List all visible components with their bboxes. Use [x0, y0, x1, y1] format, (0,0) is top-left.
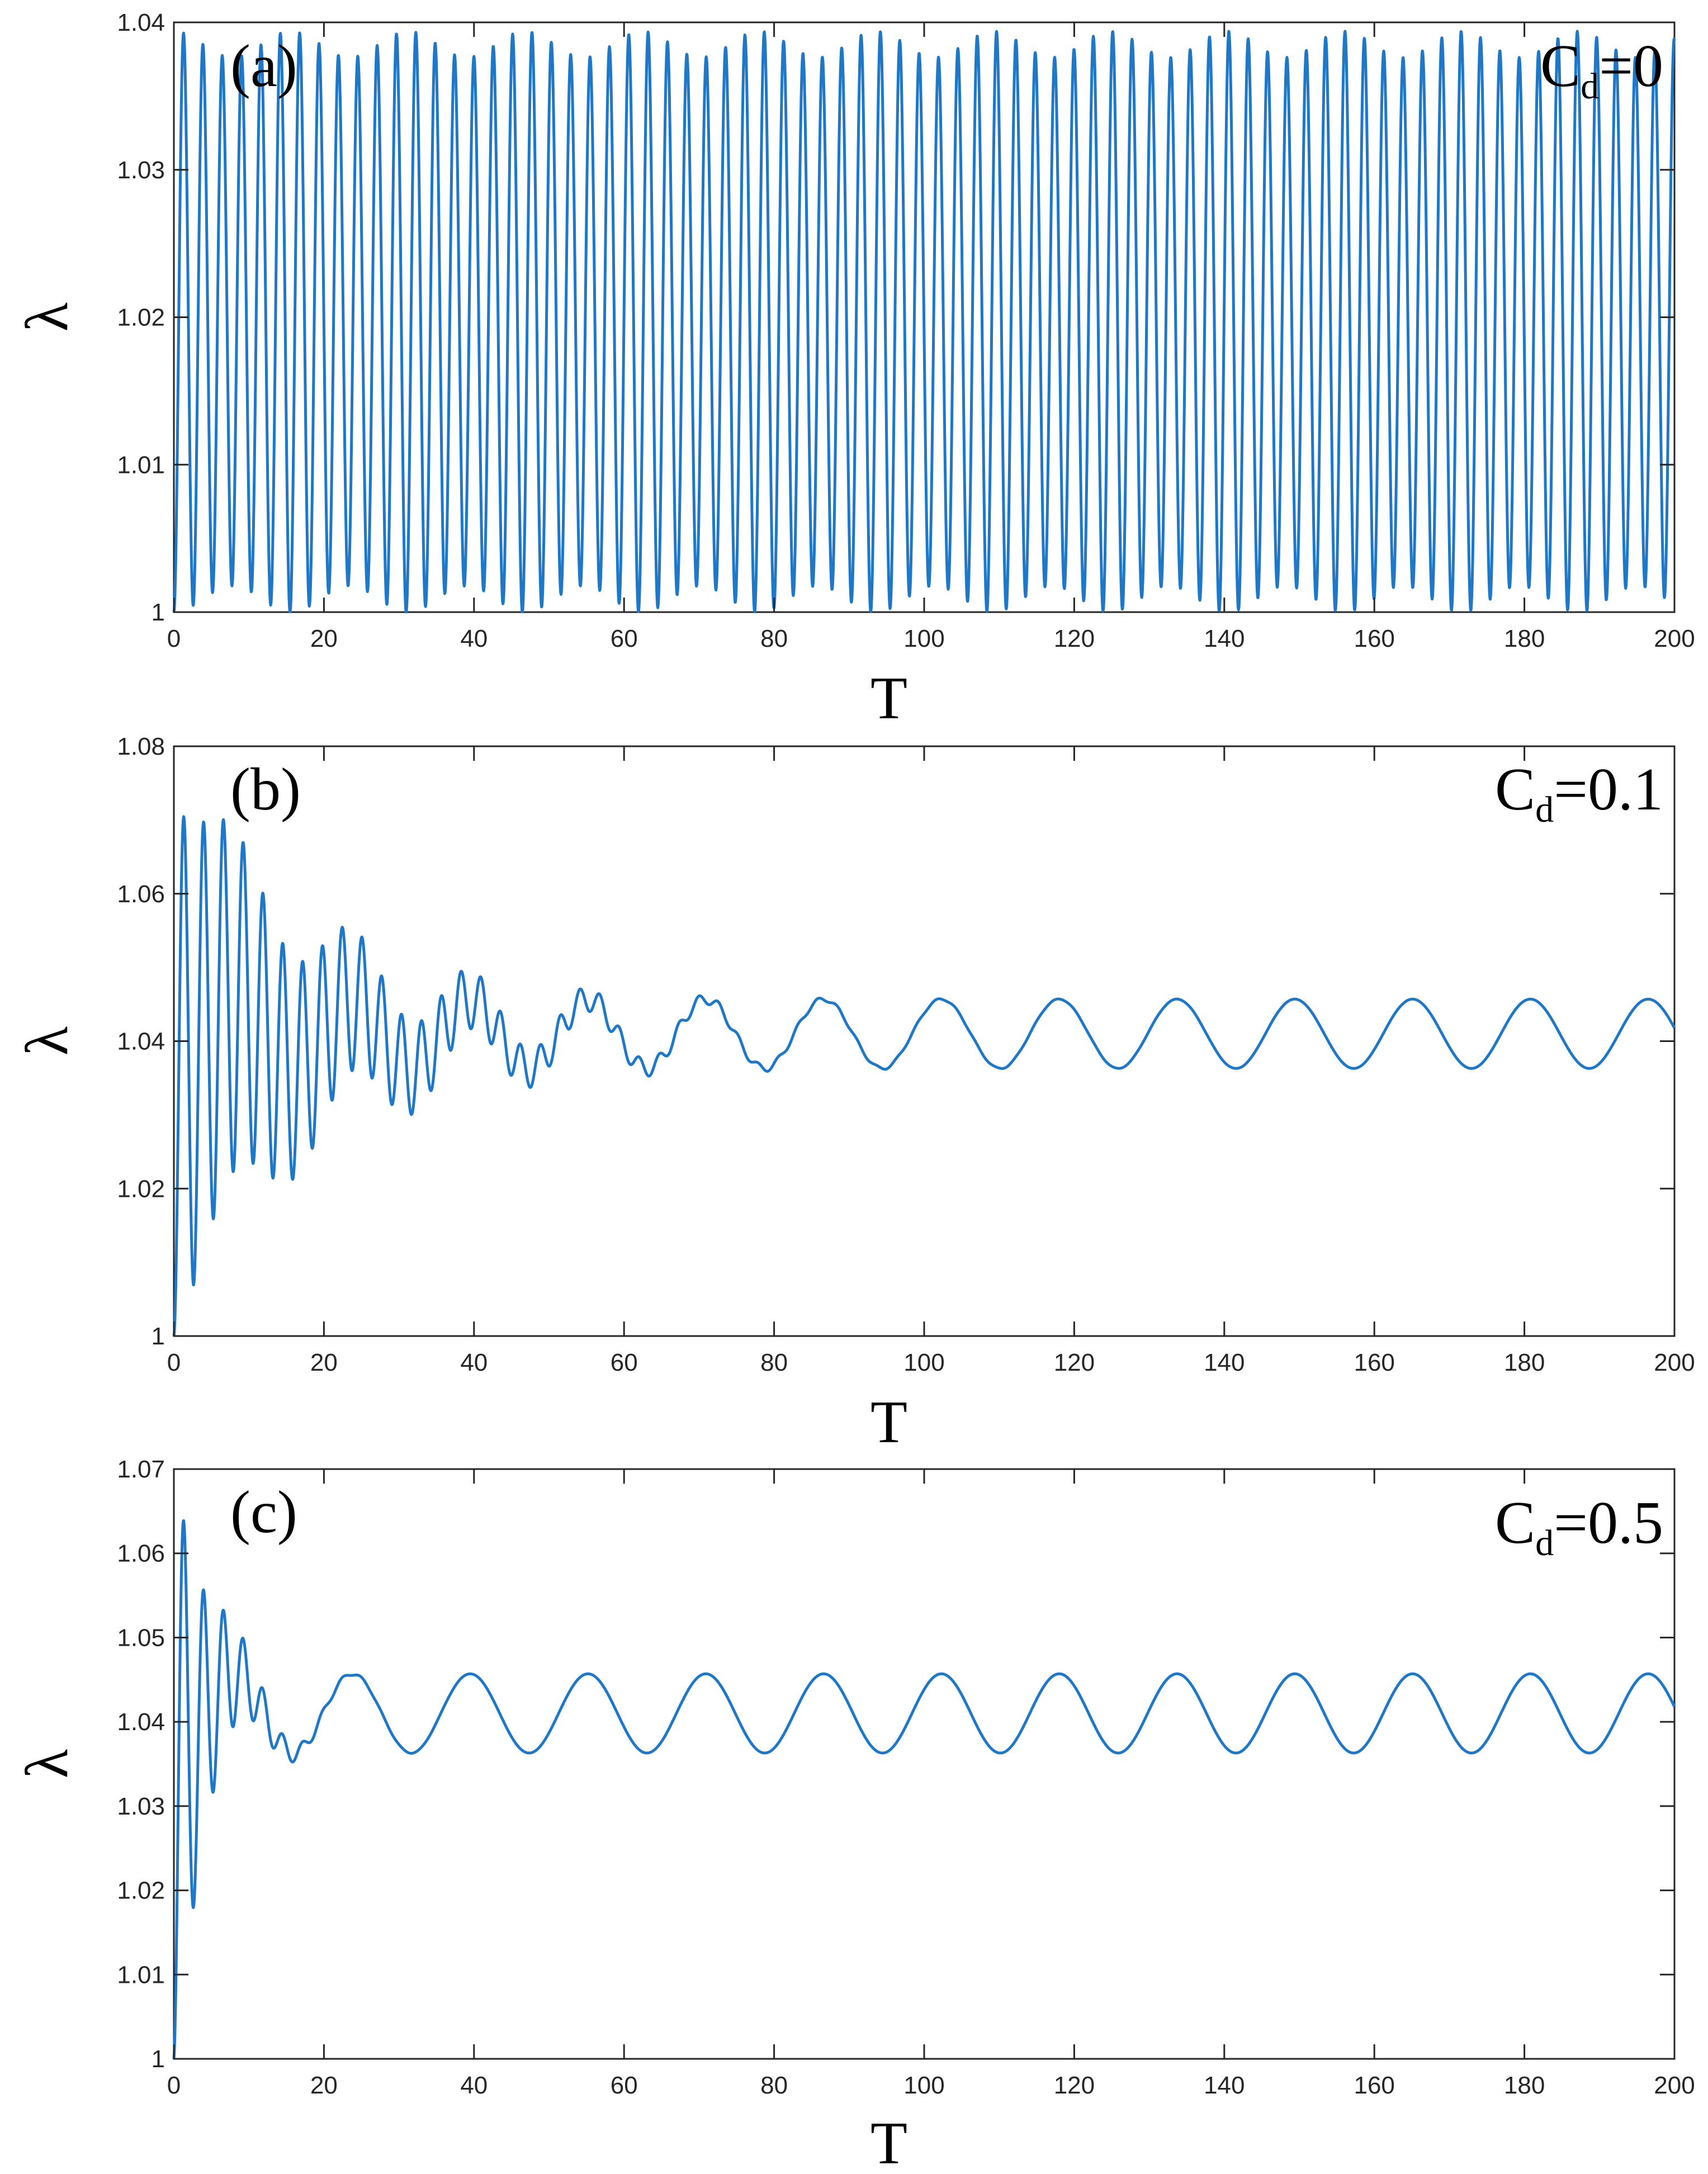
x-tick-label-c: 20 — [310, 2072, 338, 2099]
cd-rest-b: =0.1 — [1554, 756, 1663, 823]
x-tick-label-a: 0 — [167, 625, 181, 652]
x-tick-label-a: 140 — [1204, 625, 1245, 652]
panel-tag-c: (c) — [230, 1479, 297, 1546]
panel-b: 0 20 40 60 80 100 120 140 160 180 200 1 1.02 1.04 1.0… — [14, 733, 1695, 1456]
y-ticks-a: 1 1.01 1.02 1.03 1.04 — [117, 9, 1674, 626]
x-tick-label-c: 100 — [903, 2072, 944, 2099]
x-tick-label-c: 80 — [760, 2072, 788, 2099]
data-line-a — [172, 30, 1676, 614]
y-tick-label-c: 1.05 — [117, 1624, 165, 1651]
y-tick-label-c: 1.06 — [117, 1540, 165, 1567]
y-axis-label-b: λ — [14, 1026, 81, 1055]
x-ticks-b: 0 20 40 60 80 100 120 140 160 180 200 — [167, 746, 1695, 1376]
x-tick-label-b: 140 — [1204, 1349, 1245, 1376]
y-axis-label-c: λ — [14, 1749, 81, 1778]
x-tick-label-c: 200 — [1654, 2072, 1695, 2099]
y-tick-label-b: 1.08 — [117, 733, 165, 760]
y-tick-label-a: 1 — [152, 599, 165, 626]
x-tick-label-c: 140 — [1204, 2072, 1245, 2099]
x-tick-label-c: 60 — [611, 2072, 638, 2099]
x-tick-label-a: 200 — [1654, 625, 1695, 652]
x-tick-label-a: 60 — [611, 625, 638, 652]
cd-main-b: C — [1495, 756, 1535, 823]
x-axis-label-b: T — [870, 1389, 907, 1456]
x-ticks-c: 0 20 40 60 80 100 120 140 160 180 200 — [167, 1469, 1695, 2099]
y-ticks-c: 1 1.01 1.02 1.03 1.04 1.05 1.06 1.07 — [117, 1456, 1674, 2073]
y-tick-label-b: 1.06 — [117, 880, 165, 908]
x-tick-label-b: 120 — [1054, 1349, 1095, 1376]
cd-rest-c: =0.5 — [1554, 1490, 1663, 1556]
y-tick-label-c: 1.02 — [117, 1877, 165, 1905]
y-tick-label-a: 1.01 — [117, 451, 165, 479]
x-tick-label-c: 0 — [167, 2072, 181, 2099]
y-tick-label-c: 1.07 — [117, 1456, 165, 1483]
cd-annotation-a: Cd=0 — [1540, 33, 1663, 107]
x-tick-label-c: 180 — [1504, 2072, 1545, 2099]
cd-sub-c: d — [1535, 1523, 1554, 1564]
cd-rest-a: =0 — [1599, 33, 1663, 100]
x-tick-label-a: 120 — [1054, 625, 1095, 652]
panel-a: 0 20 40 60 80 100 120 140 160 180 200 1 1.01 1.02 1.0… — [14, 9, 1695, 732]
y-tick-label-c: 1.03 — [117, 1793, 165, 1820]
y-tick-label-b: 1.02 — [117, 1175, 165, 1202]
y-tick-label-a: 1.03 — [117, 157, 165, 184]
y-tick-label-a: 1.04 — [117, 9, 165, 36]
x-tick-label-b: 180 — [1504, 1349, 1545, 1376]
cd-annotation-c: Cd=0.5 — [1495, 1490, 1663, 1564]
x-tick-label-b: 60 — [611, 1349, 638, 1376]
y-tick-label-b: 1 — [152, 1323, 165, 1350]
x-tick-label-b: 80 — [760, 1349, 788, 1376]
panel-tag-b: (b) — [230, 756, 301, 823]
x-tick-label-b: 100 — [903, 1349, 944, 1376]
x-tick-label-a: 20 — [310, 625, 338, 652]
y-tick-label-c: 1.01 — [117, 1961, 165, 1988]
x-tick-label-b: 40 — [460, 1349, 488, 1376]
x-tick-label-a: 160 — [1354, 625, 1394, 652]
y-tick-label-c: 1 — [152, 2045, 165, 2073]
x-tick-label-a: 40 — [460, 625, 488, 652]
data-line-c — [172, 1519, 1676, 2059]
cd-main-c: C — [1495, 1490, 1535, 1556]
y-ticks-b: 1 1.02 1.04 1.06 1.08 — [117, 733, 1674, 1350]
x-tick-label-c: 160 — [1354, 2072, 1394, 2099]
cd-sub-b: d — [1535, 789, 1554, 830]
x-tick-label-a: 100 — [903, 625, 944, 652]
x-tick-label-a: 180 — [1504, 625, 1545, 652]
x-tick-label-b: 0 — [167, 1349, 181, 1376]
x-tick-label-b: 200 — [1654, 1349, 1695, 1376]
data-line-b — [172, 815, 1676, 1337]
cd-main-a: C — [1540, 33, 1581, 100]
panel-c: 0 20 40 60 80 100 120 140 160 180 200 1 1.01 1.02 1.0… — [14, 1456, 1695, 2174]
y-axis-label-a: λ — [14, 302, 81, 331]
y-tick-label-c: 1.04 — [117, 1708, 165, 1736]
x-axis-label-a: T — [870, 665, 907, 732]
x-tick-label-b: 160 — [1354, 1349, 1394, 1376]
y-tick-label-b: 1.04 — [117, 1028, 165, 1055]
x-ticks-a: 0 20 40 60 80 100 120 140 160 180 200 — [167, 22, 1695, 652]
cd-annotation-b: Cd=0.1 — [1495, 756, 1663, 830]
y-tick-label-a: 1.02 — [117, 304, 165, 331]
panel-tag-a: (a) — [230, 33, 297, 100]
x-axis-label-c: T — [870, 2110, 907, 2174]
x-tick-label-c: 120 — [1054, 2072, 1095, 2099]
cd-sub-a: d — [1581, 66, 1599, 107]
plot-frame-c — [173, 1468, 1676, 2060]
x-tick-label-c: 40 — [460, 2072, 488, 2099]
x-tick-label-b: 20 — [310, 1349, 338, 1376]
x-tick-label-a: 80 — [760, 625, 788, 652]
